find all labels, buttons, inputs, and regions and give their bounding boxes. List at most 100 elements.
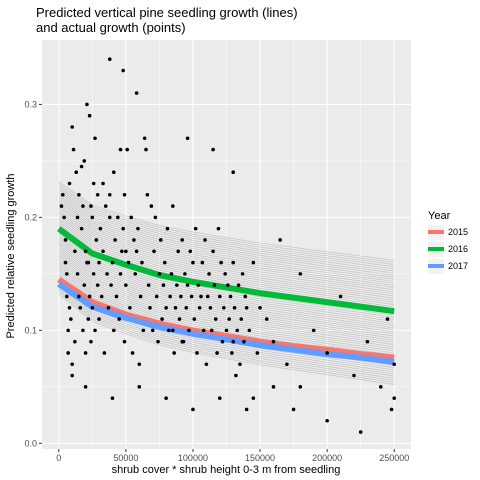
prediction-line — [58, 202, 395, 284]
data-point — [156, 339, 160, 344]
data-point — [172, 351, 176, 355]
chart-title-line2: and actual growth (points) — [36, 20, 186, 35]
data-point — [97, 260, 101, 265]
data-point — [180, 339, 185, 344]
data-point — [86, 317, 91, 321]
prediction-line — [58, 234, 395, 320]
data-point — [187, 328, 191, 333]
data-point — [278, 238, 282, 242]
prediction-line — [58, 240, 395, 326]
prediction-line — [58, 261, 395, 350]
data-point — [79, 226, 84, 231]
data-point — [230, 351, 234, 355]
data-point — [90, 215, 95, 220]
data-point — [223, 272, 227, 276]
legend-title: Year — [428, 210, 451, 222]
prediction-line — [58, 286, 395, 377]
data-point — [59, 204, 64, 208]
data-point — [97, 317, 101, 321]
y-tick-label: 0.0 — [24, 438, 37, 448]
data-point — [87, 294, 92, 299]
data-point — [129, 215, 134, 220]
data-point — [234, 373, 238, 378]
series-line-2015 — [57, 277, 395, 361]
data-point — [118, 272, 123, 276]
prediction-line — [58, 248, 395, 335]
data-point — [264, 317, 269, 321]
data-point — [231, 339, 236, 344]
data-point — [66, 351, 70, 355]
data-point — [107, 57, 112, 62]
data-point — [137, 385, 142, 389]
data-point — [389, 407, 394, 412]
data-point — [169, 272, 174, 276]
data-point — [168, 294, 172, 299]
data-point — [89, 204, 93, 208]
data-point — [132, 238, 136, 242]
data-point — [191, 260, 195, 265]
data-point — [271, 339, 276, 344]
data-point — [164, 305, 168, 310]
prediction-line — [58, 249, 395, 337]
data-point — [111, 170, 116, 174]
x-axis-title: shrub cover * shrub height 0-3 m from se… — [112, 464, 341, 476]
data-point — [133, 272, 138, 276]
data-point — [179, 294, 183, 299]
data-point — [65, 294, 69, 299]
data-point — [142, 136, 147, 141]
data-point — [236, 283, 241, 287]
data-point — [70, 373, 74, 378]
data-point — [69, 317, 73, 321]
legend-label-2015: 2015 — [448, 227, 468, 237]
data-point — [352, 373, 356, 378]
plot-panel: 0 50000 100000 150000 200000 250000 0.0 0.1 0.2 0… — [24, 40, 411, 463]
data-point — [67, 305, 72, 310]
data-point — [102, 351, 107, 355]
data-point — [220, 339, 225, 344]
prediction-line — [58, 253, 395, 341]
data-point — [219, 260, 223, 265]
series-line-2017 — [57, 281, 395, 365]
data-point — [81, 204, 85, 208]
data-point — [60, 192, 65, 197]
y-tick-label: 0.1 — [24, 325, 37, 335]
prediction-line — [58, 186, 395, 267]
data-point — [244, 305, 249, 310]
data-point — [291, 407, 296, 412]
data-point — [91, 272, 96, 276]
data-point — [175, 283, 179, 287]
data-point — [199, 294, 203, 299]
prediction-line — [58, 209, 395, 293]
data-point — [150, 328, 155, 333]
prediction-line — [58, 257, 395, 345]
data-point — [191, 407, 195, 412]
data-point — [247, 328, 252, 333]
data-point — [215, 351, 219, 355]
data-point — [185, 283, 190, 287]
prediction-line — [58, 282, 395, 373]
data-point — [126, 260, 131, 265]
data-point — [165, 226, 170, 231]
data-point — [185, 136, 190, 141]
data-point — [325, 351, 329, 355]
data-point — [89, 339, 93, 344]
data-point — [285, 362, 289, 367]
chart-title-line1: Predicted vertical pine seedling growth … — [36, 5, 298, 20]
x-tick-label: 100000 — [178, 453, 208, 463]
data-point — [392, 396, 397, 400]
data-point — [160, 317, 164, 321]
data-point — [205, 294, 210, 299]
data-point — [251, 396, 256, 400]
data-point — [73, 339, 77, 344]
prediction-line — [58, 180, 395, 261]
data-point — [134, 249, 139, 254]
data-point — [121, 226, 125, 231]
prediction-line — [58, 244, 395, 331]
data-point — [213, 317, 218, 321]
y-tick-label: 0.3 — [24, 99, 37, 109]
prediction-line — [58, 259, 395, 347]
data-point — [95, 283, 100, 287]
prediction-line — [58, 213, 395, 297]
data-point — [110, 260, 115, 265]
data-point — [137, 362, 142, 367]
